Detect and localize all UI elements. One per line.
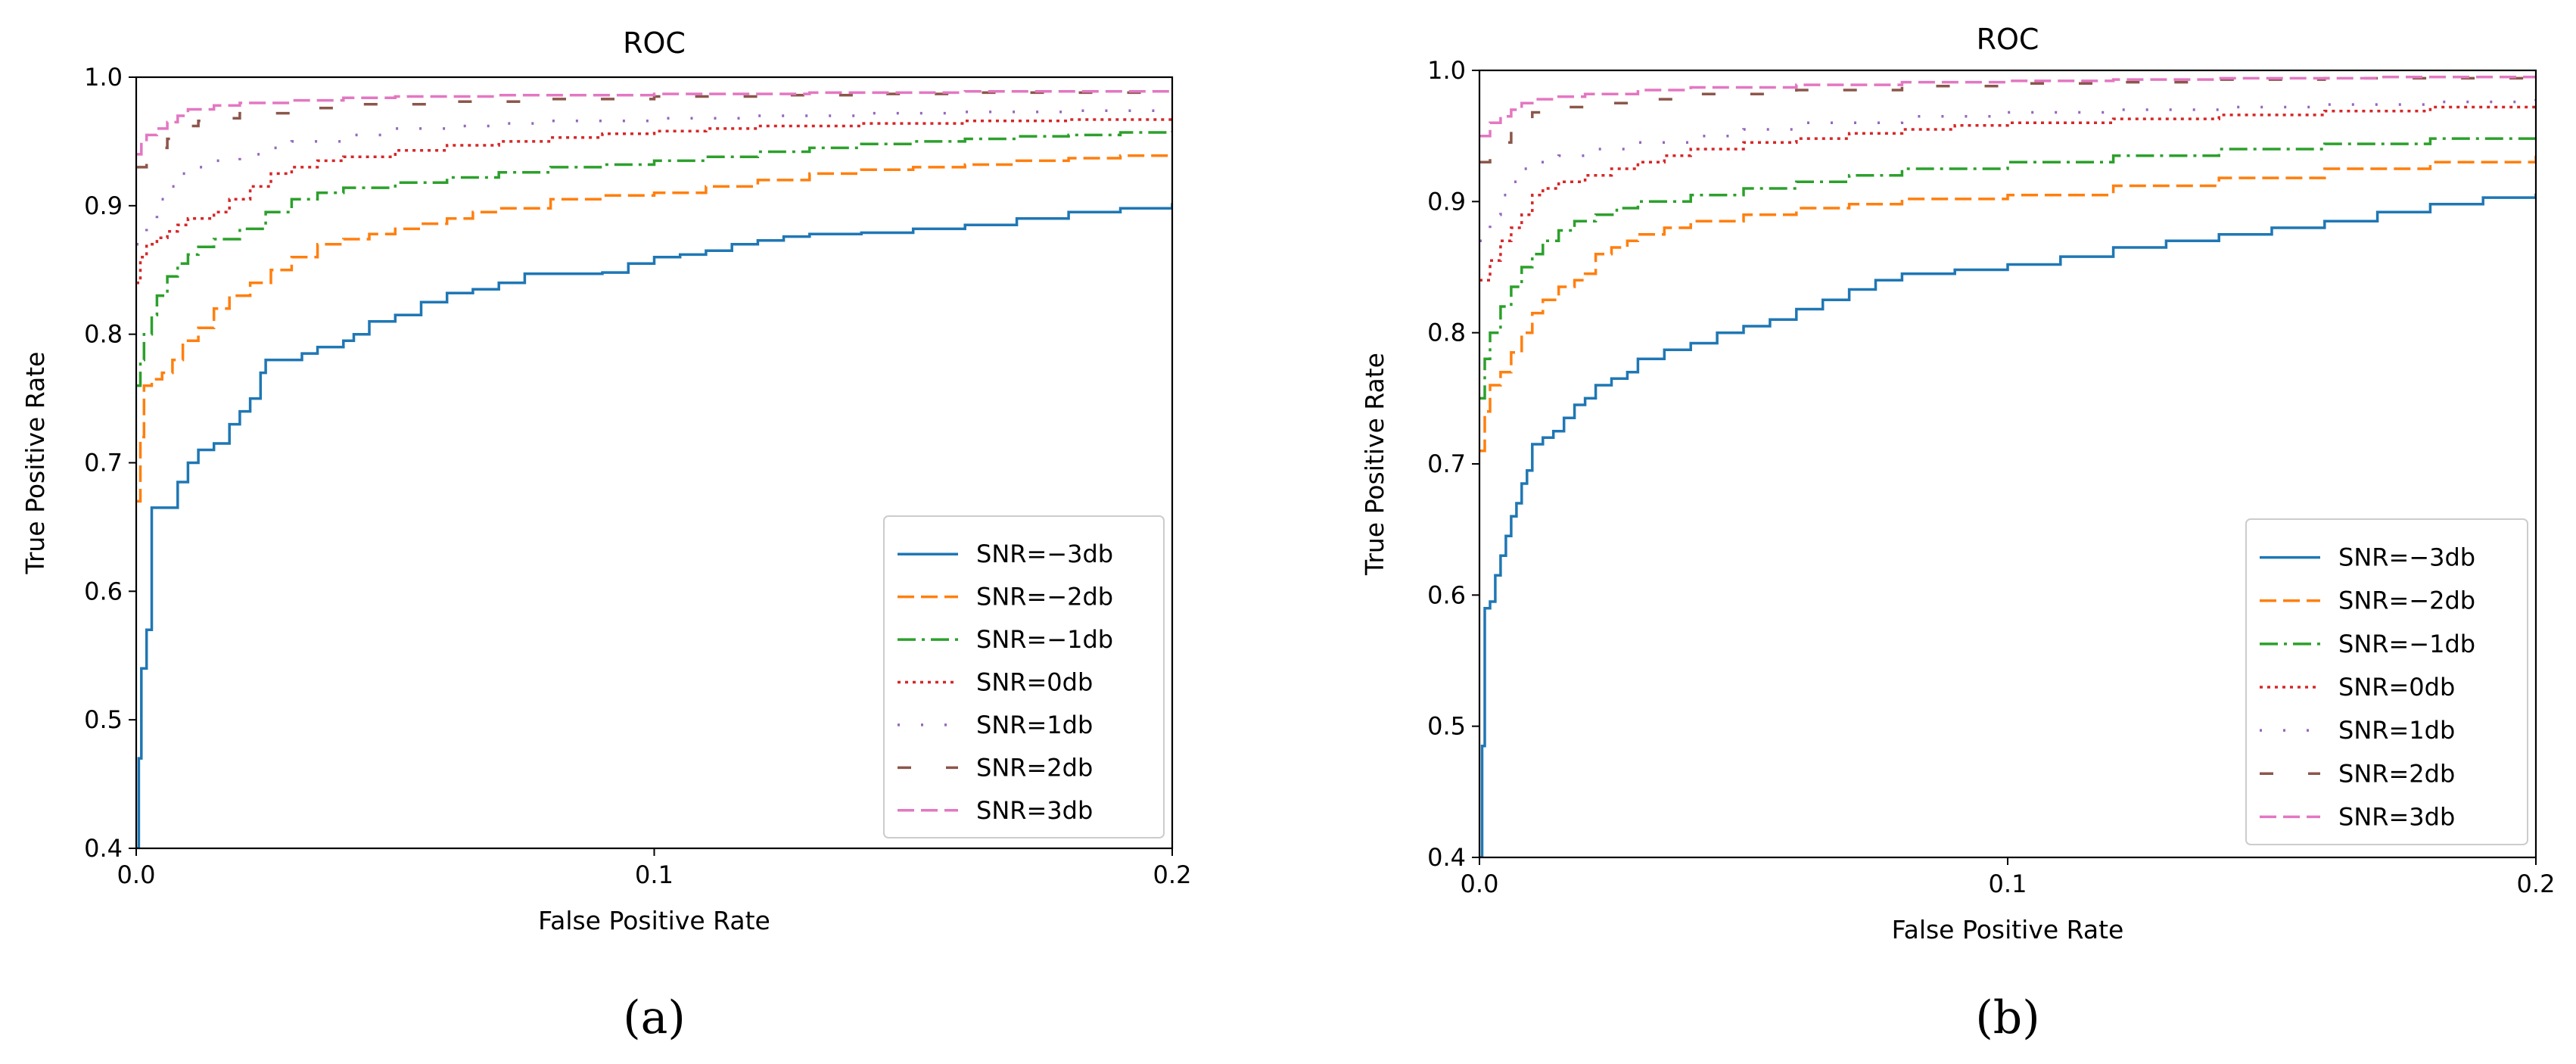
series-line-6 — [136, 89, 1172, 156]
series-line-0 — [1479, 193, 2536, 857]
y-axis-label: True Positive Rate — [20, 352, 50, 575]
y-tick-label: 0.7 — [84, 449, 123, 478]
x-axis-label: False Positive Rate — [538, 906, 770, 935]
series-line-2 — [1479, 132, 2536, 400]
panel-label: (b) — [1975, 991, 2039, 1044]
chart-title: ROC — [623, 26, 686, 60]
series-line-5 — [1479, 76, 2536, 164]
y-tick-label: 0.4 — [1427, 843, 1466, 872]
y-tick-label: 0.6 — [1427, 580, 1466, 609]
series-group — [136, 89, 1172, 848]
x-tick-label: 0.2 — [1153, 860, 1192, 889]
series-line-2 — [136, 131, 1172, 387]
legend-label-0: SNR=−3db — [2338, 543, 2475, 572]
y-tick-label: 0.8 — [84, 320, 123, 349]
x-tick-label: 0.1 — [1989, 870, 2027, 898]
series-group — [1479, 75, 2536, 857]
legend-label-4: SNR=1db — [2338, 716, 2455, 745]
y-axis-label: True Positive Rate — [1360, 353, 1389, 576]
legend-label-6: SNR=3db — [2338, 802, 2455, 831]
legend-label-1: SNR=−2db — [2338, 586, 2475, 615]
chart-title: ROC — [1977, 23, 2039, 56]
y-tick-label: 0.7 — [1427, 450, 1466, 478]
legend-label-0: SNR=−3db — [976, 540, 1113, 568]
series-line-1 — [1479, 155, 2536, 453]
series-line-4 — [136, 109, 1172, 246]
legend-label-6: SNR=3db — [976, 796, 1093, 825]
y-tick-label: 0.5 — [84, 705, 123, 734]
series-line-3 — [1479, 103, 2536, 282]
legend-label-5: SNR=2db — [976, 753, 1093, 782]
x-tick-label: 0.2 — [2517, 870, 2556, 898]
series-line-1 — [136, 153, 1172, 503]
roc-panel-a: 0.0 0.1 0.2 0.4 0.5 0.6 0.7 0.8 0.9 1.0 ROC False P… — [20, 26, 1191, 1044]
legend-label-2: SNR=−1db — [976, 625, 1113, 654]
legend: SNR=−3db SNR=−2db SNR=−1db SNR=0db SNR=1db SN… — [883, 515, 1165, 838]
legend-label-4: SNR=1db — [976, 711, 1093, 739]
y-tick-label: 0.6 — [84, 577, 123, 605]
series-line-0 — [136, 203, 1172, 848]
y-tick-label: 0.5 — [1427, 712, 1466, 741]
y-tick-label: 0.9 — [1427, 187, 1466, 216]
legend-label-2: SNR=−1db — [2338, 630, 2475, 658]
x-tick-label: 0.1 — [635, 860, 674, 889]
x-tick-label: 0.0 — [117, 860, 156, 889]
x-axis-label: False Positive Rate — [1892, 915, 2124, 944]
y-tick-label: 0.9 — [84, 191, 123, 220]
legend-label-1: SNR=−2db — [976, 583, 1113, 611]
y-tick-label: 1.0 — [84, 63, 123, 92]
legend-label-3: SNR=0db — [2338, 673, 2455, 702]
series-line-6 — [1479, 75, 2536, 138]
legend-label-5: SNR=2db — [2338, 759, 2455, 788]
y-tick-label: 0.8 — [1427, 319, 1466, 347]
roc-panel-b: 0.0 0.1 0.2 0.4 0.5 0.6 0.7 0.8 0.9 1.0 ROC False P… — [1360, 23, 2555, 1044]
series-line-5 — [136, 91, 1172, 169]
legend: SNR=−3db SNR=−2db SNR=−1db SNR=0db SNR=1db SN… — [2245, 518, 2528, 845]
legend-label-3: SNR=0db — [976, 668, 1093, 697]
y-tick-label: 0.4 — [84, 834, 123, 863]
panel-label: (a) — [623, 991, 686, 1044]
series-line-3 — [136, 118, 1172, 285]
x-tick-label: 0.0 — [1461, 870, 1499, 898]
y-tick-label: 1.0 — [1427, 56, 1466, 85]
